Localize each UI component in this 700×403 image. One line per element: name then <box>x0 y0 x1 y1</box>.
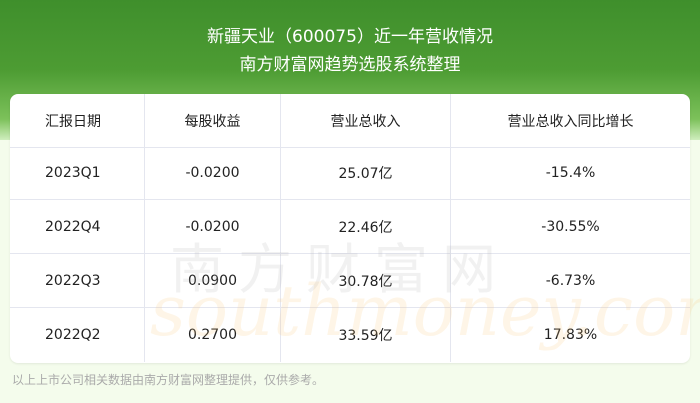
table-row: 2022Q2 0.2700 33.59亿 17.83% <box>10 308 690 362</box>
cell: 33.59亿 <box>281 308 451 362</box>
table-row: 2022Q4 -0.0200 22.46亿 -30.55% <box>10 200 690 254</box>
column-header: 汇报日期 <box>10 94 145 147</box>
page-subtitle: 南方财富网趋势选股系统整理 <box>239 55 461 75</box>
cell: -0.0200 <box>145 146 281 199</box>
table-header-row: 汇报日期 每股收益 营业总收入 营业总收入同比增长 <box>10 94 690 148</box>
cell: 0.2700 <box>145 308 281 362</box>
cell: 0.0900 <box>145 254 281 307</box>
table-row: 2022Q3 0.0900 30.78亿 -6.73% <box>10 254 690 308</box>
column-header: 营业总收入同比增长 <box>507 113 634 130</box>
column-header: 每股收益 <box>145 94 281 147</box>
cell: 2022Q2 <box>10 308 145 362</box>
cell: 22.46亿 <box>281 200 451 253</box>
cell: 17.83% <box>543 327 598 343</box>
cell: -30.55% <box>541 218 600 235</box>
column-header: 营业总收入 <box>281 94 451 147</box>
cell: 25.07亿 <box>281 146 451 199</box>
footer-note: 以上上市公司相关数据由南方财富网整理提供，仅供参考。 <box>12 373 325 387</box>
cell: -0.0200 <box>145 200 281 253</box>
cell: 2023Q1 <box>10 146 145 199</box>
table-row: 2023Q1 -0.0200 25.07亿 -15.4% <box>10 146 690 200</box>
cell: 2022Q4 <box>10 200 145 253</box>
revenue-table: 汇报日期 每股收益 营业总收入 营业总收入同比增长 2023Q1 -0.0200… <box>10 94 690 363</box>
cell: 30.78亿 <box>281 254 451 307</box>
cell: 2022Q3 <box>10 254 145 307</box>
cell: -6.73% <box>545 272 596 289</box>
page-title: 新疆天业（600075）近一年营收情况 <box>207 27 493 47</box>
cell: -15.4% <box>545 164 596 181</box>
